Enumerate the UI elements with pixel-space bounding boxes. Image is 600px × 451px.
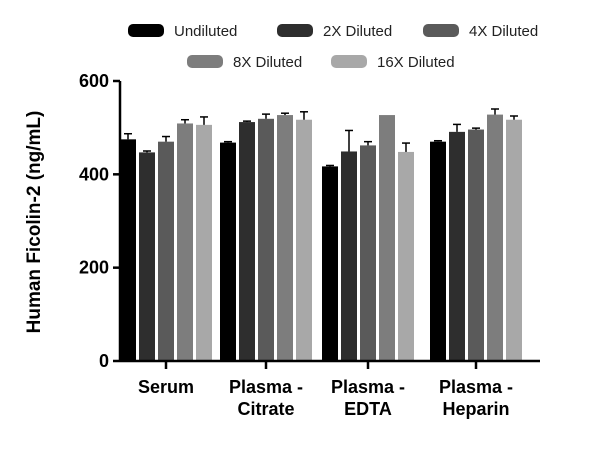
legend-swatch xyxy=(128,24,164,37)
x-tick-label: Serum xyxy=(138,377,194,397)
legend-label: Undiluted xyxy=(174,23,237,40)
x-tick-label: Heparin xyxy=(442,399,509,419)
legend-swatch xyxy=(187,55,223,68)
y-tick-label: 400 xyxy=(79,164,109,184)
bars xyxy=(120,108,522,361)
x-tick-label: Plasma - xyxy=(439,377,513,397)
bar xyxy=(220,142,236,361)
legend-label: 4X Diluted xyxy=(469,23,538,40)
y-tick-label: 0 xyxy=(99,351,109,371)
bar xyxy=(258,118,274,361)
bar xyxy=(177,123,193,361)
x-tick-label: Plasma - xyxy=(229,377,303,397)
bar xyxy=(196,124,212,361)
bar xyxy=(449,131,465,361)
bar xyxy=(487,114,503,361)
bar xyxy=(296,119,312,361)
bar xyxy=(139,152,155,361)
bar xyxy=(341,151,357,361)
legend-swatch xyxy=(277,24,313,37)
y-axis-label: Human Ficolin-2 (ng/mL) xyxy=(24,111,45,334)
bar xyxy=(120,139,136,361)
bar xyxy=(360,145,376,361)
legend-label: 2X Diluted xyxy=(323,23,392,40)
legend: Undiluted 2X Diluted 4X Diluted 8X Diluted 1… xyxy=(128,23,538,71)
bar xyxy=(239,122,255,361)
bar xyxy=(322,166,338,361)
bar xyxy=(468,129,484,361)
legend-label: 16X Diluted xyxy=(377,54,455,71)
x-tick-label: Plasma - xyxy=(331,377,405,397)
bar xyxy=(379,115,395,361)
x-tick-label: Citrate xyxy=(237,399,294,419)
bar xyxy=(398,151,414,361)
y-tick-label: 200 xyxy=(79,258,109,278)
x-tick-label: EDTA xyxy=(344,399,392,419)
legend-label: 8X Diluted xyxy=(233,54,302,71)
legend-swatch xyxy=(331,55,367,68)
y-tick-label: 600 xyxy=(79,71,109,91)
bar xyxy=(277,115,293,361)
bar xyxy=(506,119,522,361)
bar xyxy=(158,141,174,361)
bar xyxy=(430,141,446,361)
legend-swatch xyxy=(423,24,459,37)
